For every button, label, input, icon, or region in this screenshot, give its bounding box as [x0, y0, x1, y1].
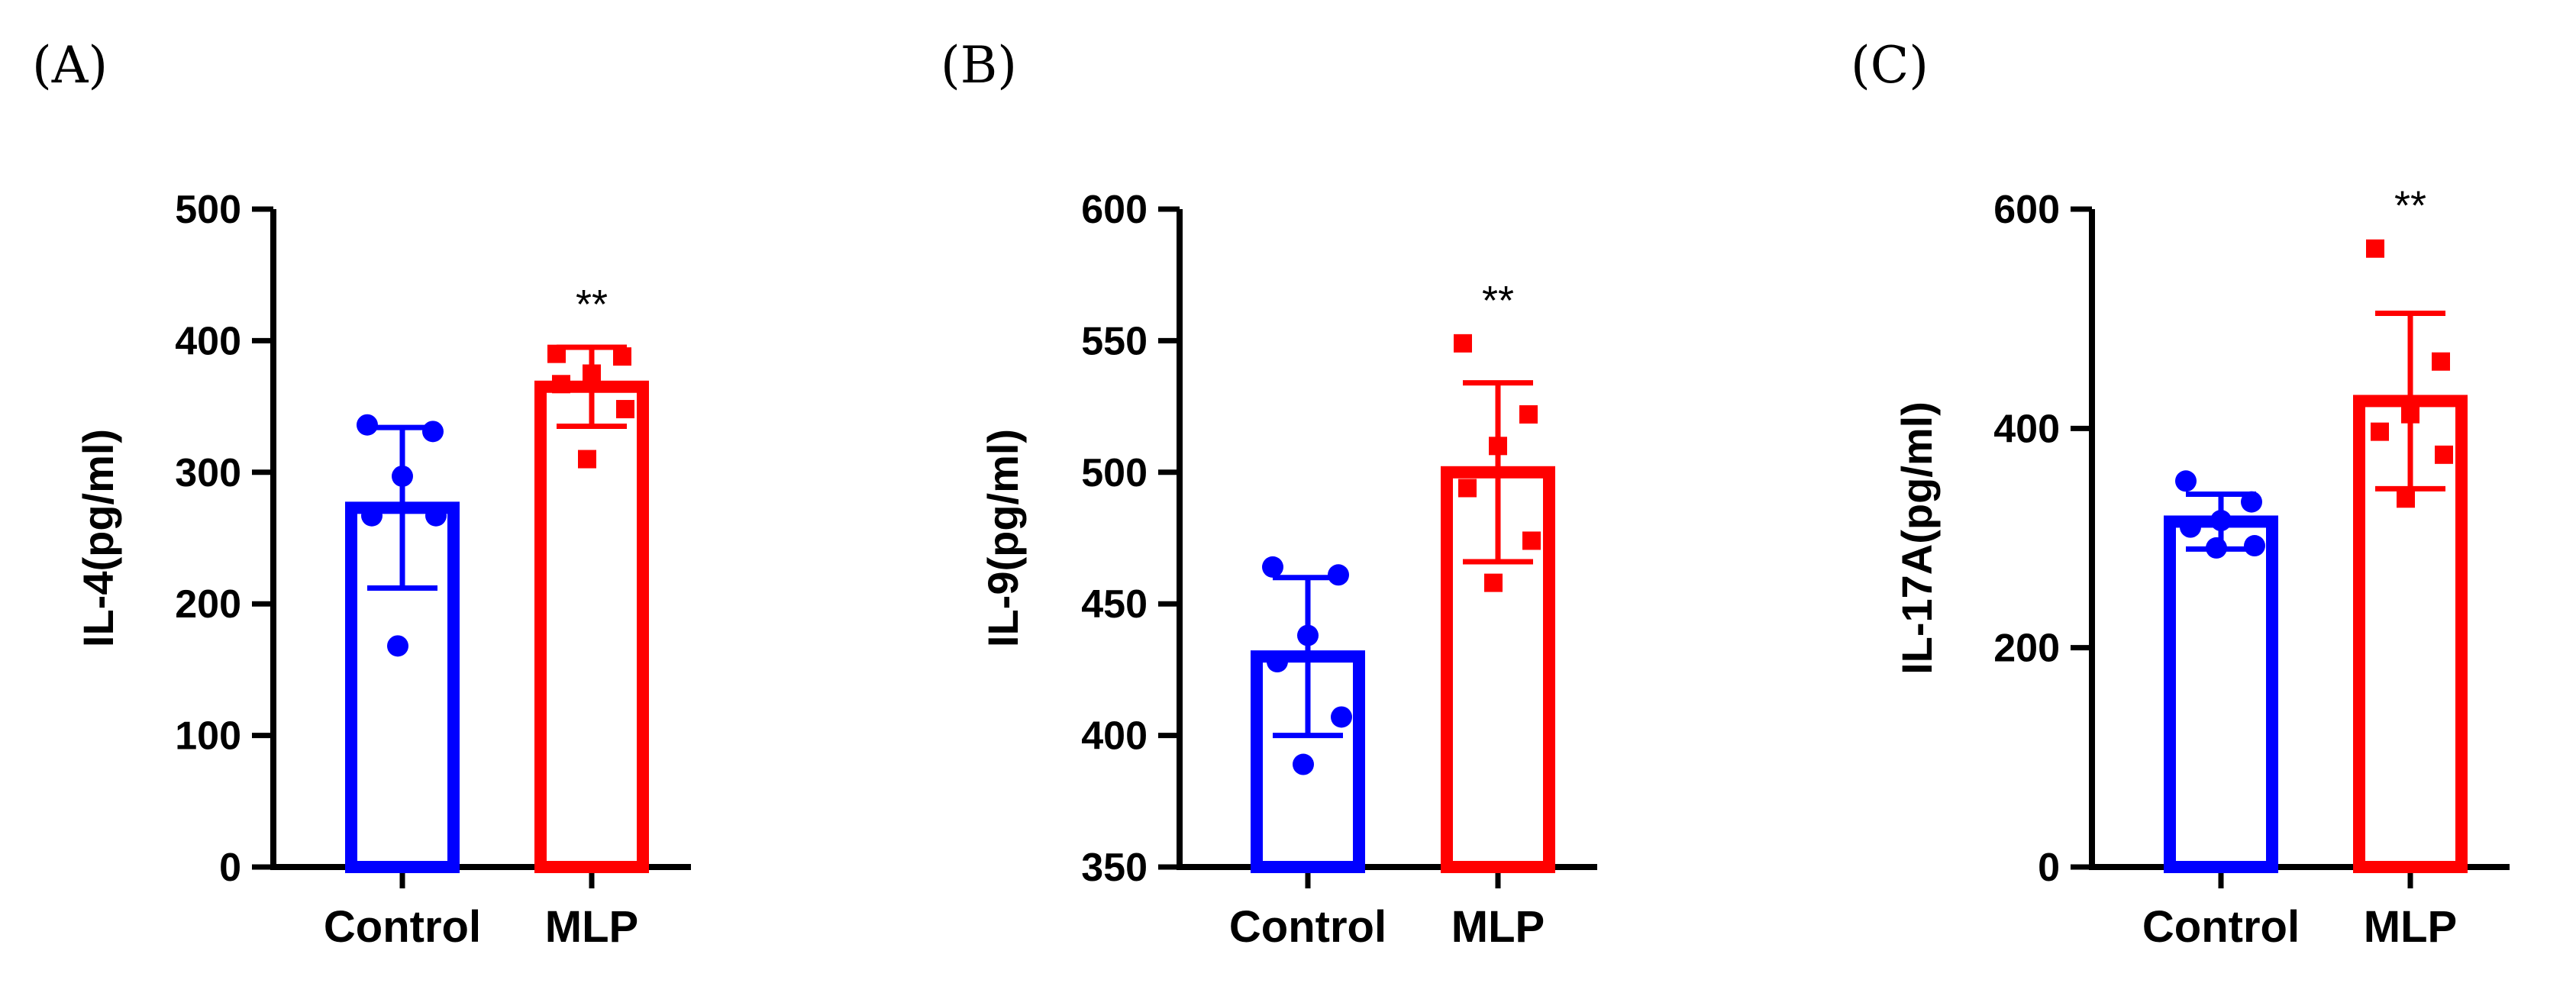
data-point — [1454, 334, 1472, 353]
y-axis-title: IL-17A(pg/ml) — [1893, 401, 1941, 675]
panel-label: (C) — [1851, 36, 1929, 95]
data-point — [387, 635, 408, 657]
data-point — [1293, 753, 1314, 775]
panel-c: (C) 0 200 400 600 IL-17A(pg/ml) Control MLP ** — [1851, 36, 2510, 952]
data-point — [2366, 239, 2384, 258]
data-point — [2175, 470, 2197, 492]
data-point — [616, 400, 634, 419]
panel-label: (A) — [32, 36, 108, 95]
data-point — [2397, 489, 2415, 508]
data-point — [2244, 535, 2265, 557]
y-tick-label: 0 — [2038, 846, 2060, 890]
y-tick-label: 100 — [175, 714, 241, 759]
data-point — [578, 450, 596, 469]
y-tick-label: 450 — [1081, 582, 1148, 627]
y-tick-label: 350 — [1081, 846, 1148, 890]
panel-label: (B) — [941, 36, 1017, 95]
data-point — [2432, 352, 2450, 371]
data-point — [425, 504, 447, 527]
y-tick-label: 200 — [1993, 627, 2060, 671]
bar — [2164, 515, 2278, 873]
data-point — [1484, 573, 1503, 592]
data-point — [613, 347, 631, 366]
data-point — [552, 375, 570, 394]
data-point — [1267, 651, 1288, 673]
data-point — [1331, 706, 1352, 728]
data-point — [2371, 422, 2389, 441]
data-point — [1262, 556, 1283, 578]
y-tick-label: 400 — [1993, 407, 2060, 451]
data-point — [2435, 445, 2453, 464]
x-category-label: Control — [324, 902, 481, 952]
y-tick-label: 600 — [1081, 188, 1148, 232]
data-point — [2180, 516, 2201, 538]
y-tick-label: 0 — [219, 846, 241, 890]
y-tick-label: 500 — [1081, 451, 1148, 495]
significance-marker: ** — [1482, 278, 1514, 324]
y-axis-title: IL-4(pg/ml) — [74, 429, 122, 647]
panel-b: (B) 350 400 450 500 550 600 IL-9(pg/ml) Control M… — [941, 36, 1597, 952]
y-tick-label: 600 — [1993, 188, 2060, 232]
data-point — [1458, 479, 1477, 498]
x-category-label: Control — [2142, 902, 2300, 952]
x-category-label: Control — [1229, 902, 1386, 952]
panel-a: (A) 0 100 200 300 400 500 IL-4(pg/ml) Control MLP… — [32, 36, 691, 952]
x-category-label: MLP — [545, 902, 638, 952]
y-tick-label: 200 — [175, 582, 241, 627]
data-point — [361, 504, 383, 527]
y-tick-label: 400 — [175, 319, 241, 363]
significance-marker: ** — [2394, 183, 2426, 229]
y-tick-label: 400 — [1081, 714, 1148, 759]
y-tick-label: 500 — [175, 188, 241, 232]
data-point — [422, 421, 444, 443]
y-tick-label: 550 — [1081, 319, 1148, 363]
x-category-label: MLP — [2364, 902, 2457, 952]
y-tick-label: 300 — [175, 451, 241, 495]
x-category-label: MLP — [1451, 902, 1545, 952]
data-point — [1522, 531, 1541, 550]
significance-marker: ** — [576, 282, 608, 327]
y-axis-title: IL-9(pg/ml) — [979, 429, 1027, 647]
data-point — [1519, 405, 1538, 424]
